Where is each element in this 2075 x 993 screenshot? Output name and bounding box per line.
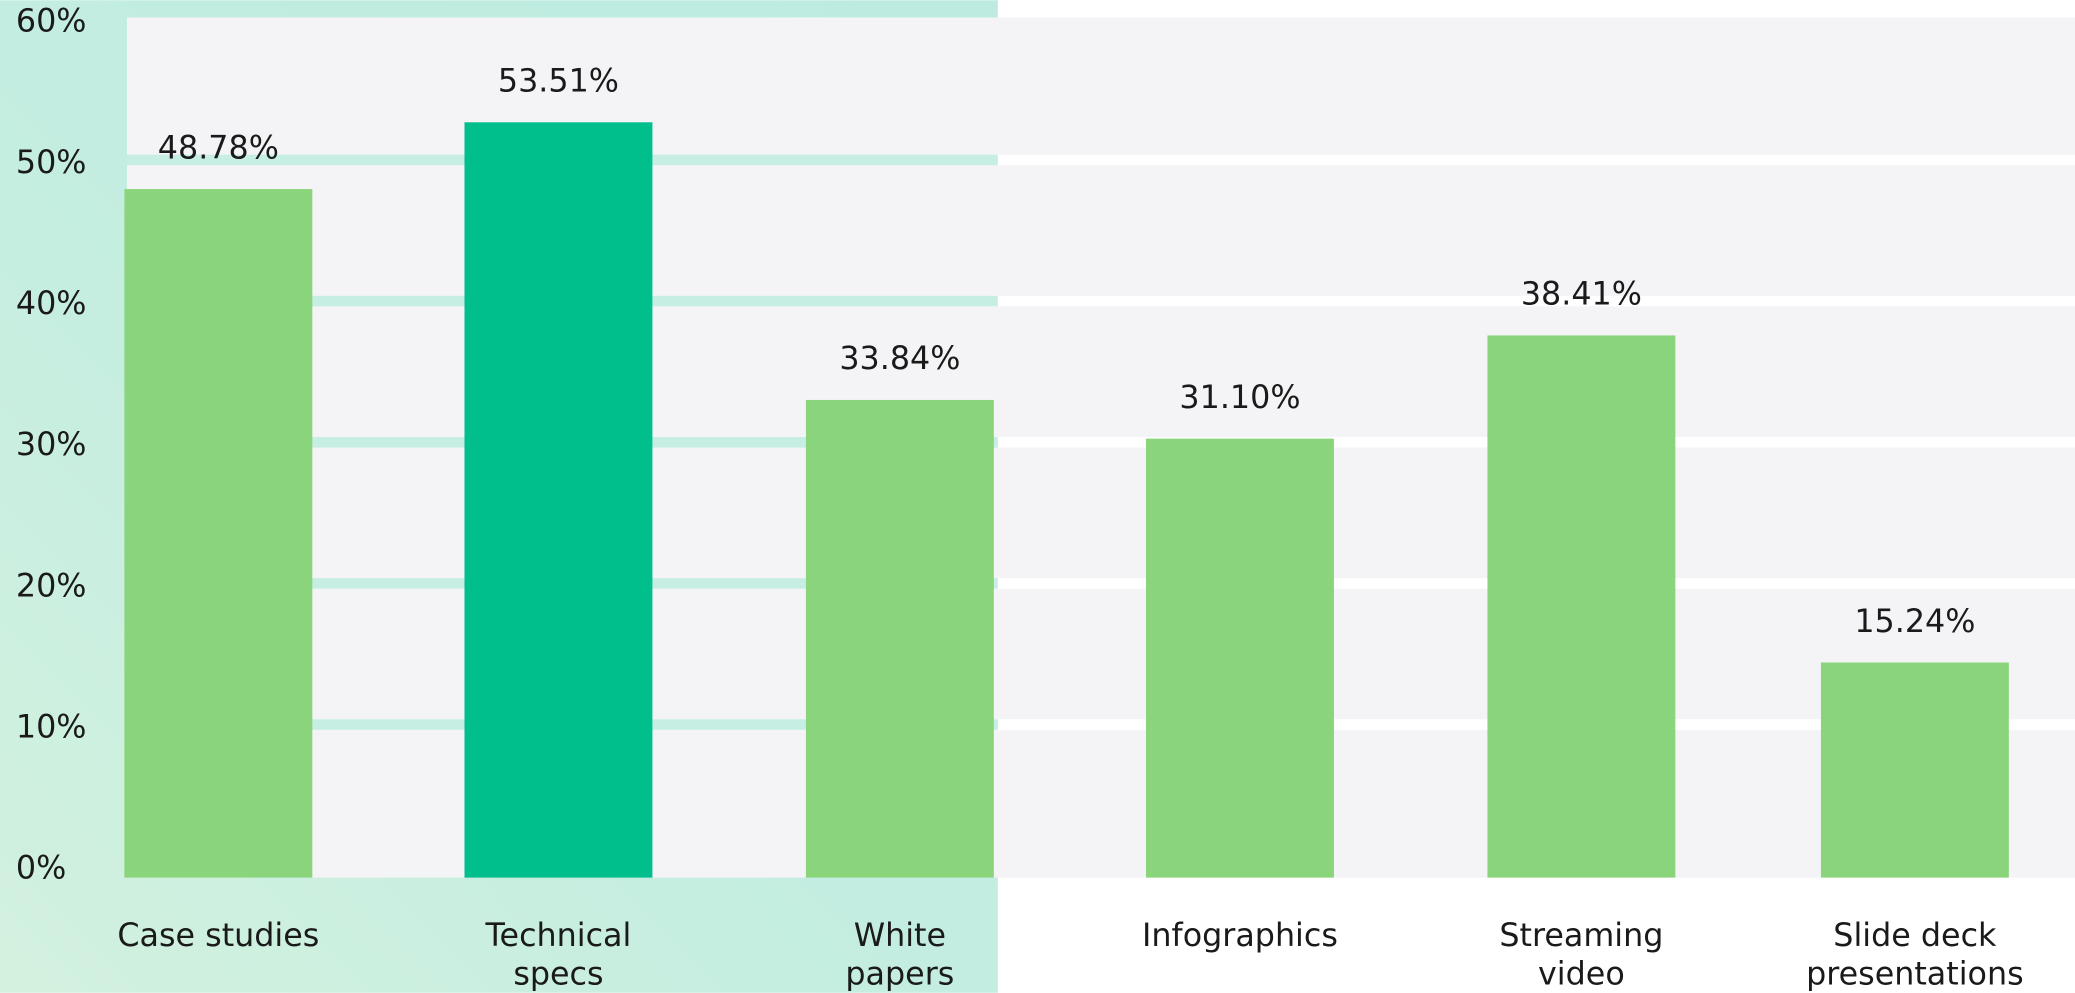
- bar: [1146, 438, 1334, 878]
- bar: [464, 122, 653, 878]
- x-tick-label: Technical specs: [485, 918, 632, 992]
- x-tick-label: White papers: [845, 918, 954, 992]
- bar: [1487, 335, 1676, 878]
- value-label: 38.41%: [1521, 277, 1642, 313]
- grid-line: [127, 154, 2075, 166]
- grid-line: [127, 295, 2075, 307]
- value-label: 33.84%: [839, 341, 960, 377]
- grid-line: [127, 578, 2075, 589]
- bar: [805, 399, 994, 878]
- x-tick-label: Infographics: [1142, 918, 1338, 954]
- y-tick-label: 20%: [16, 568, 87, 604]
- value-label: 48.78%: [158, 130, 279, 166]
- value-label: 31.10%: [1179, 380, 1300, 416]
- x-tick-label: Case studies: [117, 918, 319, 954]
- grid-line: [127, 719, 2075, 730]
- bar: [124, 189, 313, 878]
- y-tick-label: 0%: [16, 851, 66, 887]
- y-tick-label: 30%: [16, 427, 87, 463]
- bar: [1820, 662, 2009, 878]
- y-tick-label: 40%: [16, 286, 87, 322]
- grid-line: [127, 436, 2075, 448]
- value-label: 53.51%: [498, 64, 619, 100]
- y-tick-label: 50%: [16, 145, 87, 181]
- value-label: 15.24%: [1854, 604, 1975, 640]
- x-tick-label: Slide deck presentations: [1806, 918, 2024, 992]
- x-tick-label: Streaming video: [1499, 918, 1663, 992]
- y-tick-label: 10%: [16, 710, 87, 746]
- y-tick-label: 60%: [16, 4, 87, 40]
